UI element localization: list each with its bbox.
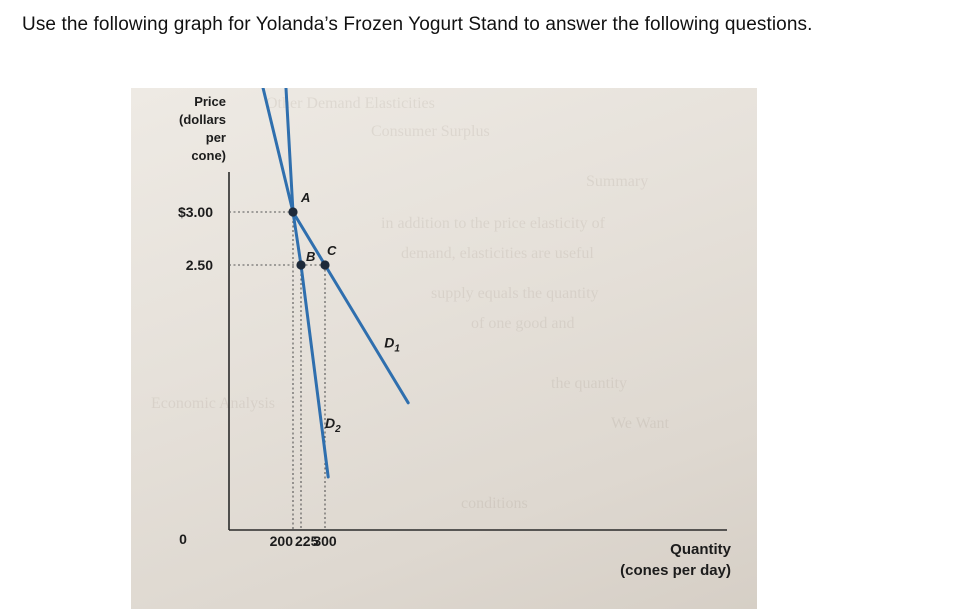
svg-text:Economic Analysis: Economic Analysis xyxy=(151,395,275,412)
x-axis-title-line-2: (cones per day) xyxy=(620,562,731,579)
svg-text:demand, elasticities are usefu: demand, elasticities are useful xyxy=(401,245,594,262)
y-axis-title-line-3: per xyxy=(206,130,226,145)
demand-chart: Other Demand Elasticities Consumer Surpl… xyxy=(151,88,732,579)
y-axis-title-line-4: cone) xyxy=(191,148,226,163)
y-tick-label: 2.50 xyxy=(186,257,213,273)
point-label-a: A xyxy=(300,190,310,205)
svg-text:supply equals the quantity: supply equals the quantity xyxy=(431,285,599,302)
svg-text:of one good and: of one good and xyxy=(471,315,575,332)
x-tick-label: 300 xyxy=(313,533,337,549)
y-axis-title-line-2: (dollars xyxy=(179,112,226,127)
x-axis-title-line-1: Quantity xyxy=(670,541,731,558)
point-c xyxy=(320,260,330,270)
x-tick-label: 200 xyxy=(270,533,294,549)
svg-text:the quantity: the quantity xyxy=(551,375,627,392)
svg-text:Summary: Summary xyxy=(586,173,648,190)
origin-label: 0 xyxy=(179,531,187,547)
svg-text:We Want: We Want xyxy=(611,415,670,432)
curve-label-d1: D1 xyxy=(384,335,400,355)
demand-curve-d1 xyxy=(261,88,410,405)
y-tick-label: $3.00 xyxy=(178,204,213,220)
demand-curve-d2 xyxy=(284,88,330,479)
svg-text:in addition to the price elast: in addition to the price elasticity of xyxy=(381,215,606,232)
instruction-text: Use the following graph for Yolanda’s Fr… xyxy=(22,14,813,35)
curve-label-d2: D2 xyxy=(325,415,341,435)
svg-text:Consumer Surplus: Consumer Surplus xyxy=(371,123,490,140)
point-a xyxy=(288,207,298,217)
textbook-photo: Other Demand Elasticities Consumer Surpl… xyxy=(131,88,757,609)
svg-text:conditions: conditions xyxy=(461,495,528,512)
y-axis-title-line-1: Price xyxy=(194,94,226,109)
point-label-b: B xyxy=(306,249,315,264)
point-b xyxy=(296,260,306,270)
svg-text:Other Demand Elasticities: Other Demand Elasticities xyxy=(266,95,435,112)
point-label-c: C xyxy=(327,243,337,258)
x-tick-label: 225 xyxy=(295,533,319,549)
